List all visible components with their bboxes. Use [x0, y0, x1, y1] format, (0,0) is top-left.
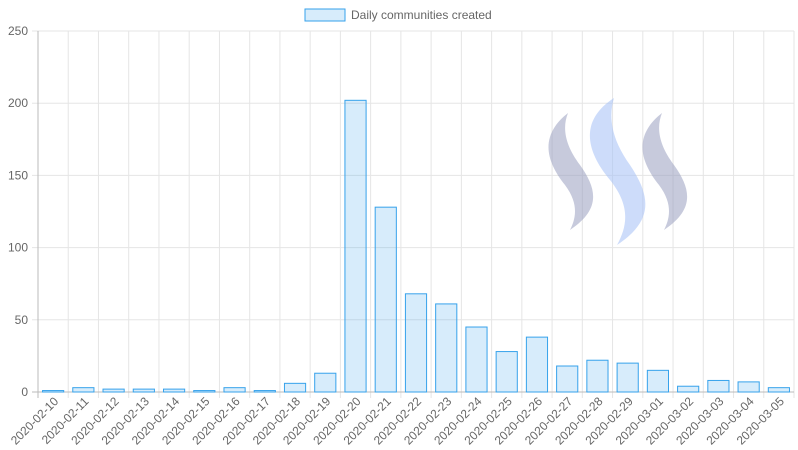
- bar: [102, 388, 125, 393]
- bar: [646, 369, 670, 393]
- bar: [495, 351, 518, 393]
- bar: [374, 206, 397, 393]
- bar: [586, 359, 609, 393]
- bar: [616, 362, 639, 393]
- bar: [556, 365, 579, 393]
- bar: [132, 388, 155, 393]
- bar: [42, 390, 65, 393]
- steem-logo: [548, 98, 688, 245]
- y-tick-label: 100: [8, 241, 28, 255]
- y-tick-label: 150: [8, 168, 28, 182]
- bar: [465, 326, 488, 393]
- y-tick-label: 0: [21, 385, 28, 399]
- bar: [253, 390, 276, 393]
- y-tick-label: 250: [8, 24, 28, 38]
- bar: [707, 379, 730, 393]
- bar: [223, 387, 246, 393]
- bar: [344, 99, 367, 393]
- bar: [767, 387, 790, 393]
- bar: [435, 303, 458, 393]
- y-tick-label: 200: [8, 96, 28, 110]
- bar: [677, 385, 700, 393]
- bar: [525, 336, 549, 393]
- y-tick-label: 50: [15, 313, 29, 327]
- bar: [283, 382, 307, 393]
- bar: [162, 388, 186, 393]
- bar: [72, 387, 95, 393]
- bar: [404, 293, 428, 393]
- bar: [737, 381, 760, 393]
- legend-swatch: [304, 8, 346, 22]
- legend-label: Daily communities created: [351, 8, 492, 22]
- bar: [193, 390, 216, 393]
- bar: [314, 372, 337, 393]
